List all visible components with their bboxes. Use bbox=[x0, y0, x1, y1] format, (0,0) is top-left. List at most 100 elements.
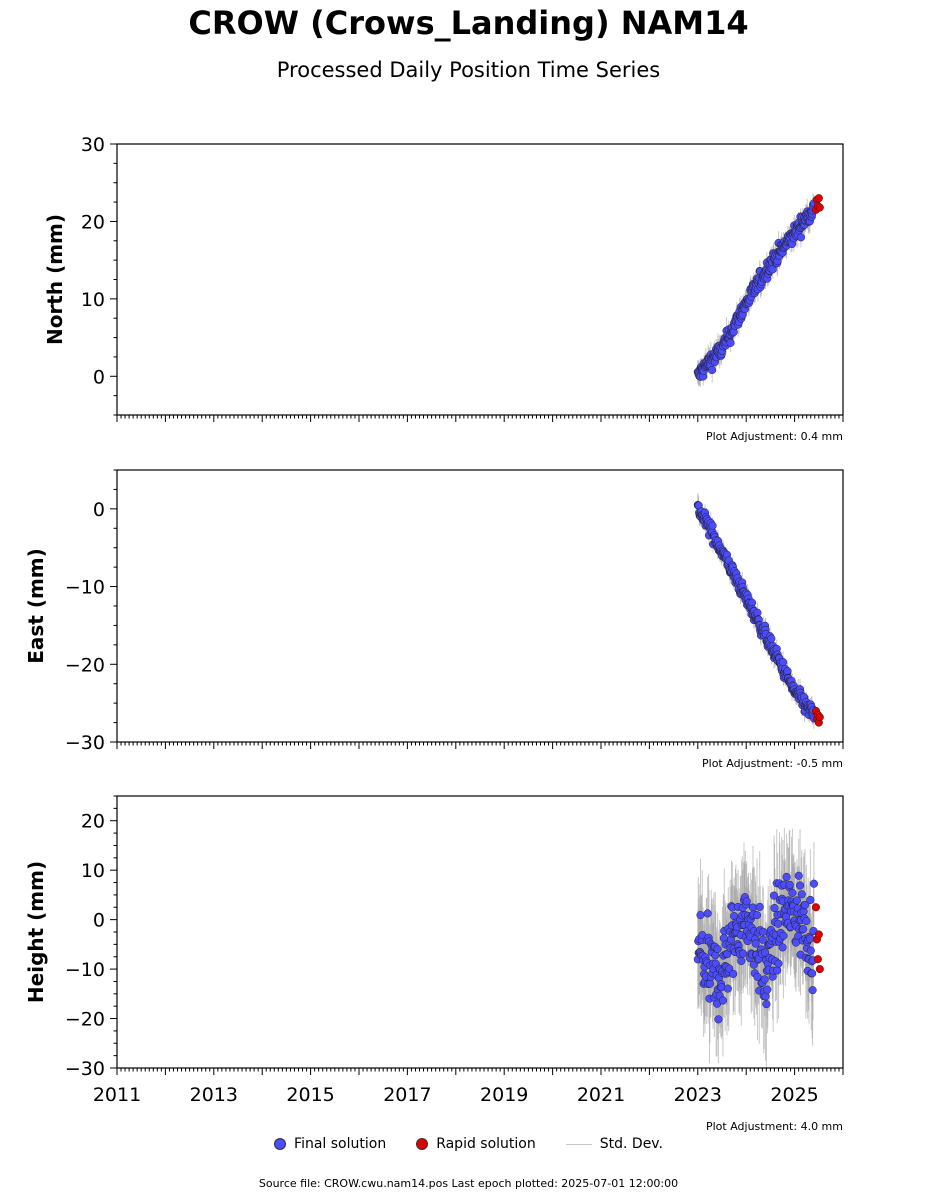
final-solution-point bbox=[782, 872, 791, 882]
final-solution-point bbox=[799, 925, 808, 934]
x-tick-label: 2011 bbox=[93, 1084, 141, 1106]
final-solution-point bbox=[725, 964, 734, 973]
legend-item-rapid: Rapid solution bbox=[416, 1136, 536, 1152]
y-axis-ticks bbox=[110, 795, 117, 1069]
y-axis-label: North (mm) bbox=[43, 214, 67, 345]
final-solution-point bbox=[726, 338, 735, 347]
final-solution-point bbox=[792, 896, 801, 905]
final-solution-point bbox=[794, 871, 803, 880]
final-solution-point bbox=[755, 902, 764, 912]
final-solution-point bbox=[806, 895, 815, 905]
final-solution-point bbox=[708, 365, 717, 375]
std-dev-line-icon bbox=[565, 1143, 592, 1145]
legend: Final solution Rapid solution Std. Dev. bbox=[0, 1136, 937, 1152]
plot-adjustment-note: Plot Adjustment: -0.5 mm bbox=[702, 757, 843, 770]
final-solution-point bbox=[809, 879, 819, 888]
final-solution-point bbox=[737, 956, 746, 966]
final-solution-point bbox=[767, 634, 776, 643]
source-note: Source file: CROW.cwu.nam14.pos Last epo… bbox=[258, 1177, 679, 1190]
y-tick-label: 10 bbox=[81, 860, 105, 882]
final-solution-points bbox=[693, 871, 819, 1024]
final-solution-point bbox=[763, 985, 772, 994]
final-solution-points bbox=[693, 199, 819, 381]
final-solution-marker-icon bbox=[274, 1138, 287, 1150]
final-solution-point bbox=[805, 934, 814, 943]
final-solution-point bbox=[739, 949, 748, 958]
final-solution-point bbox=[808, 986, 817, 995]
final-solution-point bbox=[760, 975, 769, 984]
x-tick-label: 2013 bbox=[190, 1084, 238, 1106]
final-solution-point bbox=[713, 945, 722, 954]
final-solution-point bbox=[796, 881, 805, 890]
legend-label-stddev: Std. Dev. bbox=[599, 1136, 663, 1152]
plot-adjustment-note: Plot Adjustment: 4.0 mm bbox=[706, 1120, 843, 1133]
chart-title: CROW (Crows_Landing) NAM14 bbox=[188, 4, 749, 42]
final-solution-point bbox=[708, 521, 717, 530]
plot-frame bbox=[116, 143, 844, 416]
final-solution-point bbox=[783, 667, 792, 676]
final-solution-point bbox=[778, 943, 787, 952]
y-axis-label: East (mm) bbox=[24, 548, 48, 664]
chart-subtitle: Processed Daily Position Time Series bbox=[276, 58, 661, 82]
y-tick-label: 10 bbox=[81, 289, 105, 311]
final-solution-point bbox=[703, 909, 712, 918]
rapid-solution-point bbox=[814, 930, 823, 939]
x-axis-ticks bbox=[116, 415, 844, 422]
y-tick-label: 0 bbox=[93, 366, 105, 388]
y-tick-label: 0 bbox=[93, 499, 105, 521]
final-solution-point bbox=[718, 996, 727, 1005]
final-solution-point bbox=[751, 939, 760, 948]
final-solution-point bbox=[773, 966, 782, 975]
plot-frame bbox=[116, 469, 844, 743]
final-solution-point bbox=[788, 888, 797, 897]
rapid-solution-points bbox=[811, 903, 824, 974]
y-tick-label: 20 bbox=[81, 811, 105, 833]
final-solution-point bbox=[761, 992, 770, 1001]
x-tick-label: 2019 bbox=[480, 1084, 528, 1106]
legend-label-rapid: Rapid solution bbox=[436, 1136, 536, 1152]
panel-2: −30 −20 −10 0 East (mm) Plot Adjustment: -0.5… bbox=[24, 469, 844, 770]
y-tick-label: −30 bbox=[65, 732, 105, 754]
x-tick-label: 2025 bbox=[770, 1084, 818, 1106]
final-solution-point bbox=[752, 911, 762, 920]
y-tick-label: −20 bbox=[65, 654, 105, 676]
final-solution-point bbox=[696, 911, 705, 920]
x-axis-ticks bbox=[116, 1068, 844, 1075]
final-solution-point bbox=[796, 233, 806, 242]
rapid-solution-points bbox=[811, 706, 824, 727]
final-solution-point bbox=[785, 880, 794, 889]
final-solution-point bbox=[774, 919, 783, 928]
y-tick-label: −10 bbox=[65, 577, 105, 599]
panel-1: 0 10 20 30 North (mm) Plot Adjustment: 0.4 mm bbox=[43, 134, 844, 443]
final-solution-point bbox=[759, 927, 768, 936]
final-solution-point bbox=[758, 935, 767, 944]
final-solution-point bbox=[748, 903, 758, 912]
y-axis-ticks bbox=[110, 469, 117, 743]
final-solution-point bbox=[723, 984, 732, 993]
legend-label-final: Final solution bbox=[294, 1136, 387, 1152]
rapid-solution-point bbox=[815, 965, 824, 974]
final-solution-point bbox=[774, 959, 783, 968]
rapid-solution-points bbox=[811, 194, 824, 214]
rapid-solution-marker-icon bbox=[416, 1138, 429, 1150]
rapid-solution-point bbox=[815, 713, 824, 722]
final-solution-point bbox=[797, 890, 806, 899]
final-solution-point bbox=[806, 946, 815, 955]
x-tick-label: 2021 bbox=[577, 1084, 625, 1106]
x-tick-label: 2017 bbox=[383, 1084, 431, 1106]
final-solution-point bbox=[802, 917, 811, 926]
final-solution-point bbox=[714, 1015, 723, 1024]
y-tick-label: 0 bbox=[93, 910, 105, 932]
plot-adjustment-note: Plot Adjustment: 0.4 mm bbox=[706, 430, 843, 443]
final-solution-point bbox=[779, 931, 788, 940]
final-solution-point bbox=[808, 969, 817, 978]
final-solution-point bbox=[800, 901, 810, 910]
rapid-solution-point bbox=[811, 903, 820, 912]
final-solution-point bbox=[770, 904, 779, 913]
rapid-solution-point bbox=[813, 955, 822, 964]
x-tick-label: 2015 bbox=[286, 1084, 334, 1106]
x-tick-label: 2023 bbox=[674, 1084, 722, 1106]
legend-item-stddev: Std. Dev. bbox=[565, 1136, 663, 1152]
legend-item-final: Final solution bbox=[274, 1136, 386, 1152]
